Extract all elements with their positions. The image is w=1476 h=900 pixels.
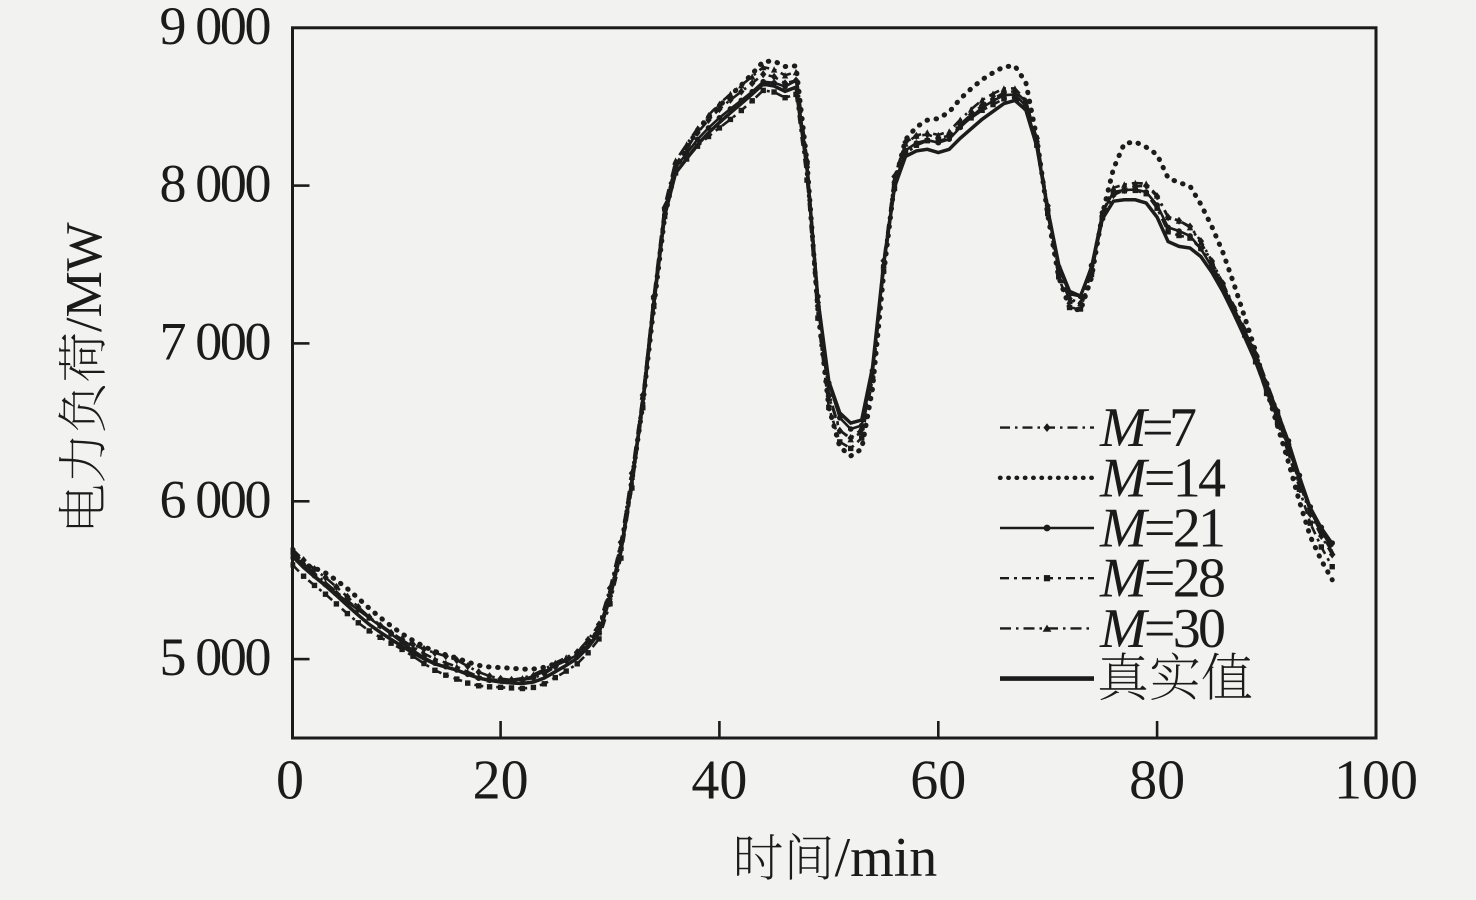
svg-text:9 000: 9 000 xyxy=(160,0,272,56)
svg-text:80: 80 xyxy=(1129,750,1185,812)
svg-text:M=21: M=21 xyxy=(1099,498,1226,560)
svg-text:M=7: M=7 xyxy=(1099,397,1197,459)
svg-text:60: 60 xyxy=(910,750,966,812)
svg-text:8 000: 8 000 xyxy=(160,154,272,214)
svg-text:/min: /min xyxy=(835,827,938,889)
svg-text:M=14: M=14 xyxy=(1099,447,1226,509)
svg-text:0: 0 xyxy=(276,750,304,812)
svg-text:7 000: 7 000 xyxy=(160,311,272,371)
svg-text:/MW: /MW xyxy=(56,222,113,332)
svg-text:M=28: M=28 xyxy=(1099,548,1226,610)
svg-text:40: 40 xyxy=(691,750,747,812)
svg-text:M=30: M=30 xyxy=(1099,598,1226,660)
svg-text:20: 20 xyxy=(473,750,529,812)
svg-text:5 000: 5 000 xyxy=(160,627,272,687)
svg-text:100: 100 xyxy=(1334,750,1418,812)
svg-text:6 000: 6 000 xyxy=(160,469,272,529)
